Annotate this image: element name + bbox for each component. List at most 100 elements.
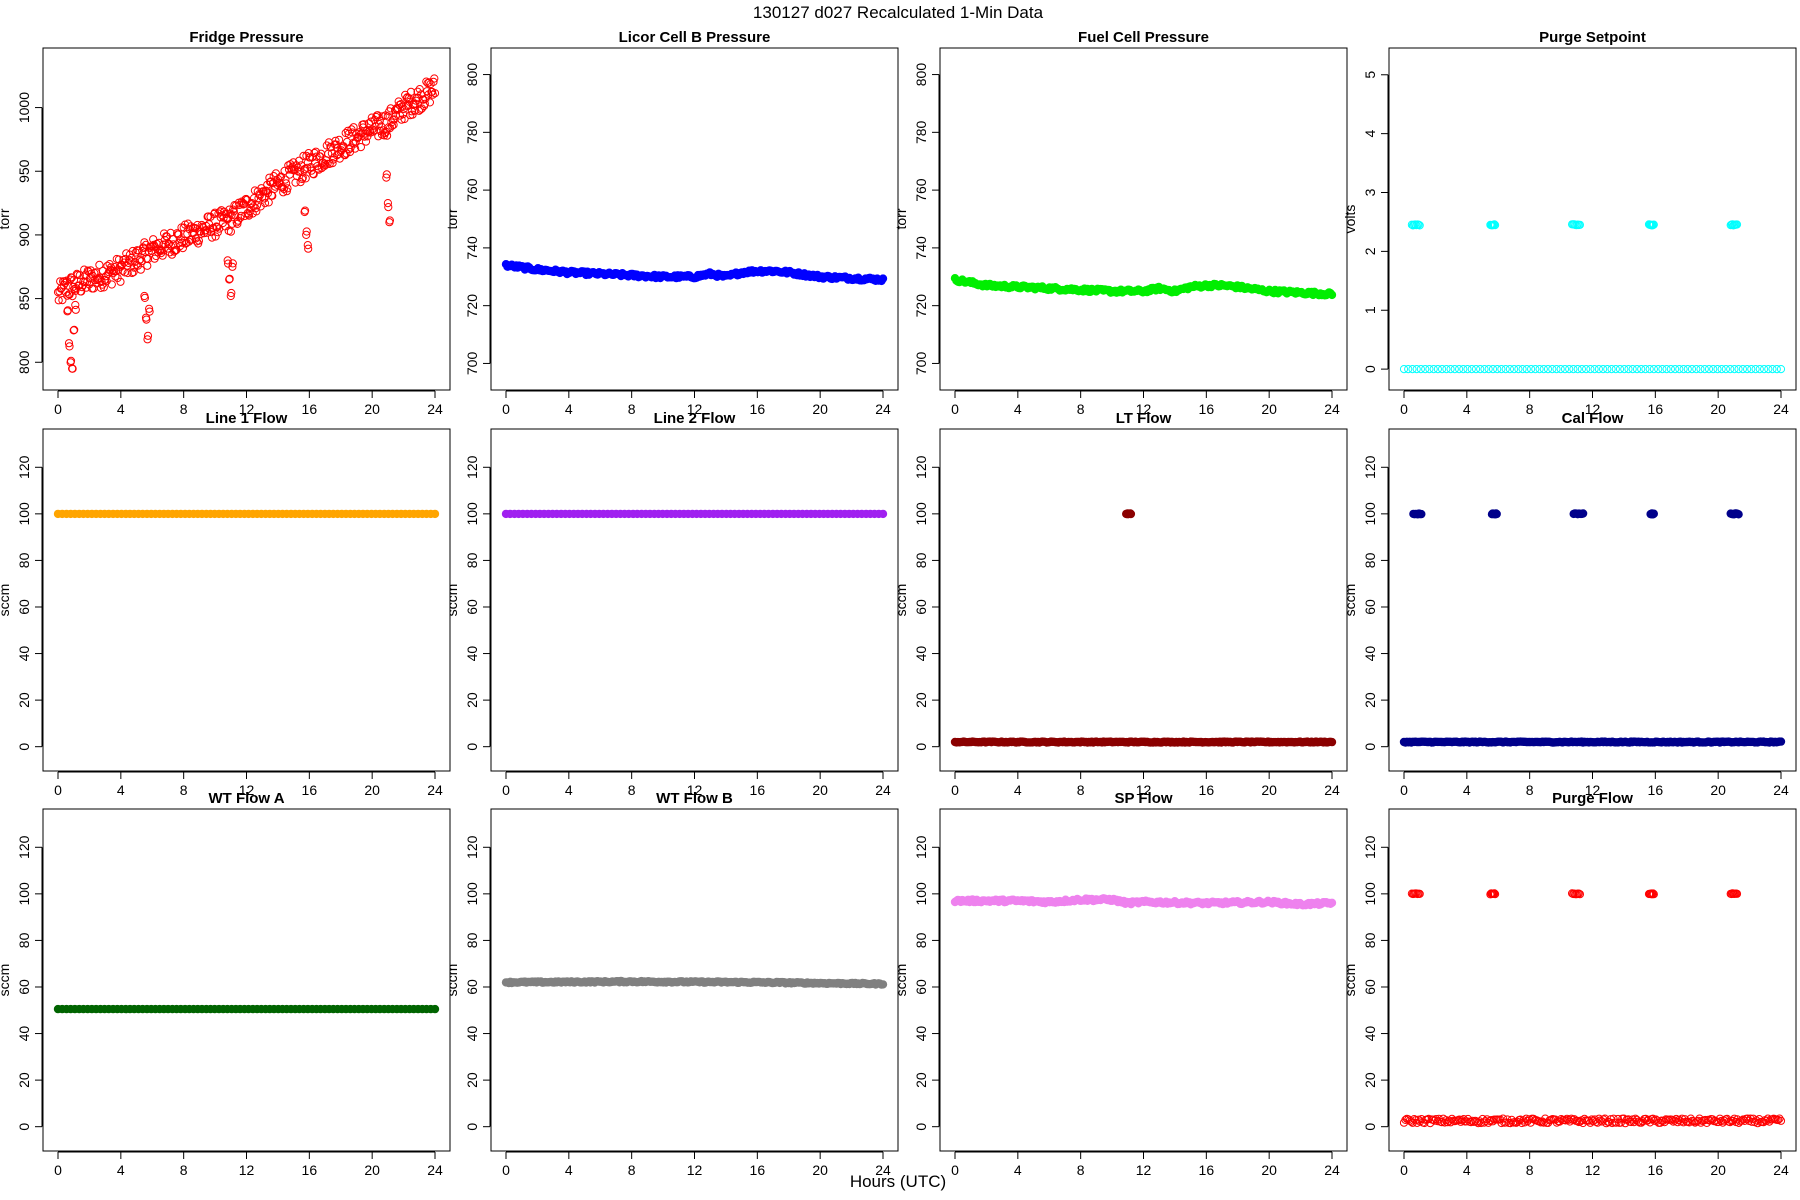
x-tick-label: 12: [239, 782, 255, 798]
data-points: [501, 509, 888, 519]
data-point: [71, 305, 80, 314]
data-point: [327, 149, 336, 158]
x-tick-label: 4: [1463, 1162, 1471, 1178]
data-point: [1751, 365, 1760, 374]
data-point: [404, 101, 413, 111]
data-point: [128, 268, 137, 278]
y-tick-label: 800: [913, 63, 929, 87]
y-axis-label: torr: [893, 208, 909, 229]
x-tick-label: 20: [1710, 782, 1726, 798]
panel-line-1-flow: Line 1 Flow sccm 0 4 8 12 16 20 24 0 20 40 60 80 100 12…: [0, 410, 451, 798]
data-point: [118, 266, 127, 275]
data-point: [298, 174, 307, 184]
x-tick-label: 4: [117, 1162, 125, 1178]
data-point: [1577, 365, 1587, 374]
plot-frame: [490, 808, 899, 1152]
data-point: [878, 509, 888, 519]
y-axis-label: torr: [444, 208, 460, 229]
plot-frame: [42, 47, 451, 391]
y-tick-label: 120: [16, 455, 32, 479]
y-axis: 700 720 740 760 780 800: [464, 63, 491, 375]
data-point: [1607, 365, 1616, 374]
data-point: [1425, 365, 1434, 374]
data-point: [1522, 365, 1531, 374]
data-point: [1582, 365, 1591, 374]
data-point: [158, 251, 167, 260]
data-point: [1704, 365, 1714, 374]
x-tick-label: 0: [502, 1162, 510, 1178]
data-points: [53, 509, 440, 519]
data-point: [1416, 365, 1426, 374]
y-tick-label: 80: [913, 932, 929, 948]
data-point: [367, 113, 376, 122]
plot-frame: [939, 808, 1348, 1152]
data-point: [1531, 365, 1540, 374]
y-tick-label: 0: [1362, 1123, 1378, 1131]
x-tick-label: 8: [1526, 1162, 1534, 1178]
x-tick-label: 24: [427, 401, 443, 417]
y-tick-label: 0: [1362, 743, 1378, 751]
data-point: [374, 132, 383, 141]
panel-title: Purge Setpoint: [1539, 29, 1646, 46]
x-axis: 0 4 8 12 16 20 24: [502, 1151, 891, 1178]
x-tick-label: 12: [239, 401, 255, 417]
data-point: [1730, 365, 1739, 374]
y-tick-label: 60: [1362, 979, 1378, 995]
y-tick-label: 120: [1362, 835, 1378, 859]
x-tick-label: 16: [302, 782, 318, 798]
data-point: [1695, 1114, 1704, 1123]
data-point: [1743, 365, 1752, 374]
data-point: [1762, 1116, 1771, 1125]
y-axis-label: sccm: [893, 964, 909, 997]
data-point: [1463, 365, 1472, 374]
y-tick-label: 20: [1362, 1072, 1378, 1088]
x-axis: 0 4 8 12 16 20 24: [502, 771, 891, 798]
data-point: [226, 227, 235, 236]
data-point: [1414, 220, 1423, 229]
data-point: [64, 339, 74, 348]
data-point: [211, 232, 220, 241]
y-tick-label: 1: [1362, 306, 1378, 314]
x-axis: 0 4 8 12 16 20 24: [1400, 1151, 1789, 1178]
data-point: [229, 207, 238, 216]
x-tick-label: 20: [1261, 401, 1277, 417]
data-point: [215, 224, 224, 233]
y-tick-label: 80: [16, 552, 32, 568]
data-point: [1471, 365, 1481, 374]
y-tick-label: 100: [16, 882, 32, 906]
data-points: [950, 509, 1337, 747]
data-point: [252, 207, 261, 216]
y-tick-label: 800: [16, 350, 32, 374]
data-point: [225, 274, 234, 283]
x-tick-label: 8: [180, 1162, 188, 1178]
data-point: [264, 198, 273, 207]
data-point: [1475, 1117, 1484, 1126]
data-point: [124, 258, 133, 267]
x-tick-label: 16: [302, 1162, 318, 1178]
data-point: [389, 120, 398, 129]
data-point: [1721, 365, 1731, 374]
data-point: [321, 161, 330, 170]
y-tick-label: 60: [464, 979, 480, 995]
y-tick-label: 950: [16, 159, 32, 183]
data-point: [375, 116, 384, 125]
data-point: [429, 77, 438, 87]
data-points: [501, 260, 888, 286]
y-tick-label: 60: [1362, 599, 1378, 615]
data-point: [1687, 365, 1697, 374]
x-tick-label: 8: [628, 782, 636, 798]
data-point: [1612, 1118, 1621, 1127]
y-tick-label: 80: [16, 932, 32, 948]
data-point: [1637, 365, 1646, 374]
data-point: [1772, 365, 1781, 374]
y-tick-label: 740: [913, 236, 929, 260]
data-point: [157, 246, 166, 255]
data-point: [1417, 509, 1426, 519]
data-point: [68, 364, 77, 373]
y-tick-label: 100: [1362, 502, 1378, 526]
data-point: [1429, 365, 1438, 374]
data-point: [260, 199, 270, 208]
y-tick-label: 3: [1362, 188, 1378, 196]
y-tick-label: 4: [1362, 130, 1378, 138]
